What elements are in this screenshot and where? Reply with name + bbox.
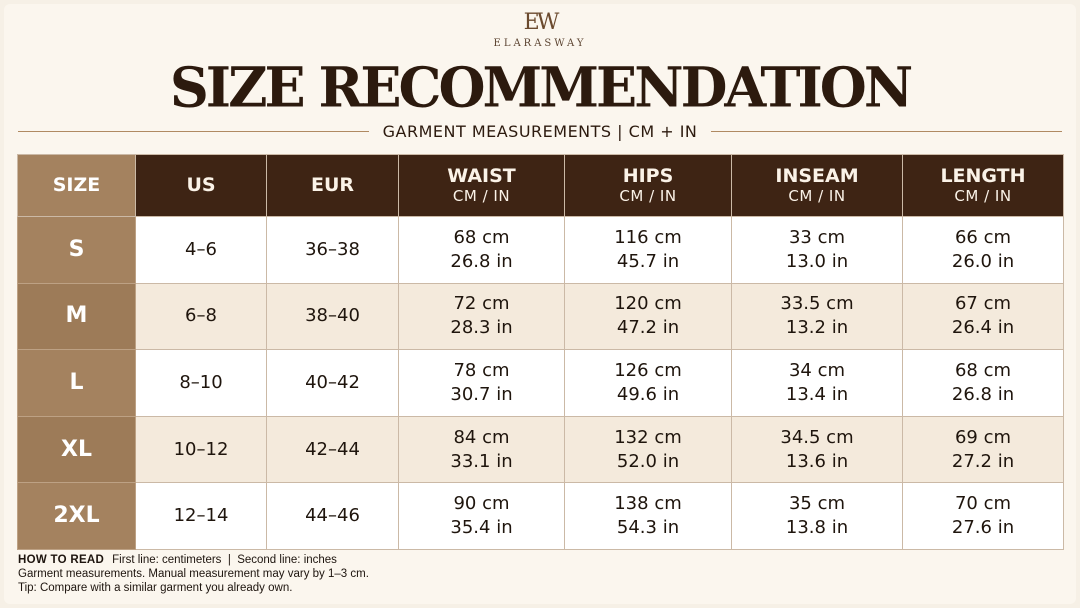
how-to-read-label: HOW TO READ — [18, 554, 105, 566]
waist-cell: 90 cm 35.4 in — [398, 482, 565, 550]
divider-left — [18, 130, 369, 132]
inseam-cell: 34 cm 13.4 in — [731, 349, 903, 417]
us-cell: 8–10 — [135, 349, 267, 417]
us-cell: 4–6 — [135, 216, 267, 284]
notes-line-1: HOW TO READ First line: centimeters | Sec… — [18, 553, 918, 567]
column-unit: CM / IN — [788, 186, 846, 205]
hips-cell: 132 cm 52.0 in — [564, 415, 732, 484]
brand-logo: EW ELARASWAY — [0, 10, 1080, 50]
hips-cell: 126 cm 49.6 in — [564, 349, 732, 417]
size-cell: 2XL — [17, 482, 136, 550]
us-cell: 6–8 — [135, 282, 267, 351]
column-header-eur: EUR — [266, 154, 399, 217]
column-unit: CM / IN — [619, 186, 677, 205]
table-row: 2XL 12–14 44–46 90 cm 35.4 in 138 cm 54.3 … — [17, 482, 1064, 550]
column-header-us: US — [135, 154, 267, 217]
column-unit: CM / IN — [954, 186, 1012, 205]
column-header-waist: WAIST CM / IN — [398, 154, 565, 217]
hips-cell: 116 cm 45.7 in — [564, 216, 732, 284]
hips-cell: 120 cm 47.2 in — [564, 282, 732, 351]
inseam-cell: 33 cm 13.0 in — [731, 216, 903, 284]
brand-name: ELARASWAY — [493, 38, 587, 49]
length-cell: 70 cm 27.6 in — [902, 482, 1064, 550]
table-row: S 4–6 36–38 68 cm 26.8 in 116 cm 45.7 in 3… — [17, 216, 1064, 284]
length-cell: 67 cm 26.4 in — [902, 282, 1064, 351]
page-subtitle: GARMENT MEASUREMENTS | CM + IN — [382, 121, 698, 141]
us-cell: 10–12 — [135, 415, 267, 484]
size-cell: S — [17, 216, 136, 284]
inseam-cell: 34.5 cm 13.6 in — [731, 415, 903, 484]
waist-cell: 78 cm 30.7 in — [398, 349, 565, 417]
table-header-row: SIZE US EUR WAIST CM / IN HIPS CM / IN INS… — [17, 154, 1064, 217]
size-cell: M — [17, 282, 136, 351]
inseam-cell: 35 cm 13.8 in — [731, 482, 903, 550]
how-to-read-notes: HOW TO READ First line: centimeters | Sec… — [18, 553, 918, 595]
waist-cell: 84 cm 33.1 in — [398, 415, 565, 484]
eur-cell: 42–44 — [266, 415, 399, 484]
table-row: XL 10–12 42–44 84 cm 33.1 in 132 cm 52.0 i… — [17, 415, 1064, 484]
inseam-cell: 33.5 cm 13.2 in — [731, 282, 903, 351]
us-cell: 12–14 — [135, 482, 267, 550]
column-header-inseam: INSEAM CM / IN — [731, 154, 903, 217]
size-cell: L — [17, 349, 136, 417]
column-header-hips: HIPS CM / IN — [564, 154, 732, 217]
waist-cell: 68 cm 26.8 in — [398, 216, 565, 284]
size-table: SIZE US EUR WAIST CM / IN HIPS CM / IN INS… — [17, 154, 1064, 550]
eur-cell: 44–46 — [266, 482, 399, 550]
length-cell: 69 cm 27.2 in — [902, 415, 1064, 484]
eur-cell: 36–38 — [266, 216, 399, 284]
divider-right — [711, 130, 1062, 132]
eur-cell: 40–42 — [266, 349, 399, 417]
waist-cell: 72 cm 28.3 in — [398, 282, 565, 351]
size-cell: XL — [17, 415, 136, 484]
column-header-size: SIZE — [17, 154, 136, 217]
length-cell: 68 cm 26.8 in — [902, 349, 1064, 417]
how-to-read-text: First line: centimeters | Second line: i… — [112, 554, 337, 566]
brand-monogram: EW — [523, 10, 560, 35]
notes-line-2: Garment measurements. Manual measurement… — [18, 568, 369, 580]
table-row: L 8–10 40–42 78 cm 30.7 in 126 cm 49.6 in … — [17, 349, 1064, 417]
page-title: SIZE RECOMMENDATION — [169, 54, 913, 120]
table-row: M 6–8 38–40 72 cm 28.3 in 120 cm 47.2 in 3… — [17, 282, 1064, 351]
column-header-length: LENGTH CM / IN — [902, 154, 1064, 217]
subtitle-row: GARMENT MEASUREMENTS | CM + IN — [18, 120, 1062, 142]
notes-line-3: Tip: Compare with a similar garment you … — [18, 582, 293, 594]
length-cell: 66 cm 26.0 in — [902, 216, 1064, 284]
hips-cell: 138 cm 54.3 in — [564, 482, 732, 550]
eur-cell: 38–40 — [266, 282, 399, 351]
column-unit: CM / IN — [452, 186, 511, 205]
